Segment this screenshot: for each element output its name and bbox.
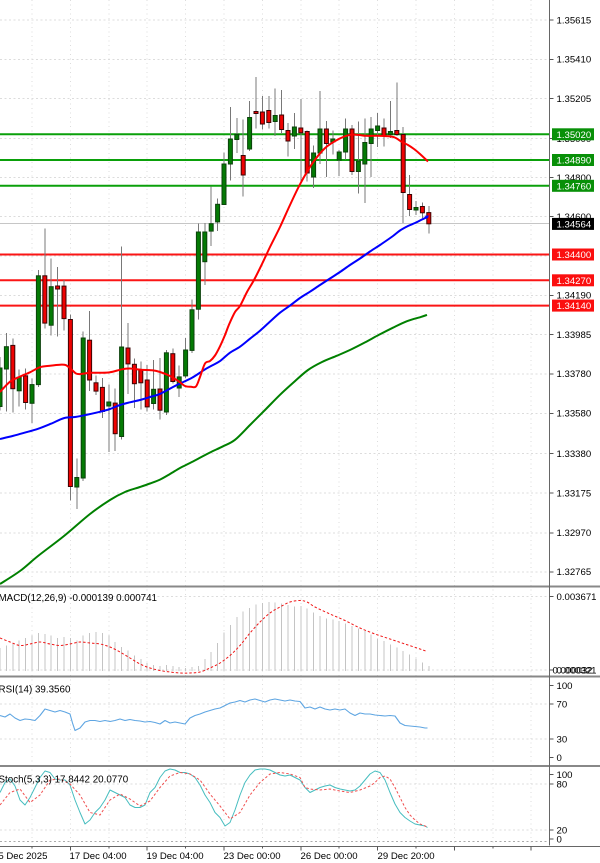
svg-text:1.35020: 1.35020 xyxy=(557,130,592,141)
svg-text:1.33380: 1.33380 xyxy=(557,449,592,460)
svg-text:30: 30 xyxy=(557,734,568,745)
svg-text:1.34800: 1.34800 xyxy=(557,173,592,184)
svg-text:23 Dec 00:00: 23 Dec 00:00 xyxy=(224,851,281,862)
svg-text:1.32970: 1.32970 xyxy=(557,528,592,539)
svg-text:80: 80 xyxy=(557,780,568,791)
svg-text:100: 100 xyxy=(557,681,573,692)
svg-text:19 Dec 04:00: 19 Dec 04:00 xyxy=(147,851,204,862)
svg-text:Stoch(5,3,3) 17.8442 20.0770: Stoch(5,3,3) 17.8442 20.0770 xyxy=(0,775,129,786)
svg-text:100: 100 xyxy=(557,770,573,781)
svg-text:1.33175: 1.33175 xyxy=(557,488,592,499)
svg-text:1.32765: 1.32765 xyxy=(557,567,592,578)
svg-text:1.35410: 1.35410 xyxy=(557,55,592,66)
svg-text:1.34140: 1.34140 xyxy=(557,301,592,312)
svg-text:0.003671: 0.003671 xyxy=(557,592,597,603)
svg-text:1.34760: 1.34760 xyxy=(557,181,592,192)
svg-text:0.000321: 0.000321 xyxy=(557,665,597,676)
svg-text:70: 70 xyxy=(557,699,568,710)
svg-text:1.33780: 1.33780 xyxy=(557,369,592,380)
svg-text:17 Dec 04:00: 17 Dec 04:00 xyxy=(70,851,127,862)
svg-text:1.33580: 1.33580 xyxy=(557,409,592,420)
svg-text:1.34564: 1.34564 xyxy=(557,220,592,231)
svg-text:29 Dec 20:00: 29 Dec 20:00 xyxy=(378,851,435,862)
svg-text:1.34190: 1.34190 xyxy=(557,291,592,302)
svg-text:0: 0 xyxy=(557,835,562,846)
svg-text:1.34270: 1.34270 xyxy=(557,276,592,287)
svg-text:RSI(14) 39.3560: RSI(14) 39.3560 xyxy=(0,685,71,696)
svg-text:MACD(12,26,9) -0.000139 0.0007: MACD(12,26,9) -0.000139 0.000741 xyxy=(0,593,157,604)
svg-text:1.34400: 1.34400 xyxy=(557,250,592,261)
svg-text:1.33985: 1.33985 xyxy=(557,330,592,341)
svg-text:1.35615: 1.35615 xyxy=(557,15,592,26)
svg-text:1.34600: 1.34600 xyxy=(557,212,592,223)
svg-text:0.000032: 0.000032 xyxy=(553,665,593,676)
svg-text:15 Dec 2025: 15 Dec 2025 xyxy=(0,851,47,862)
svg-text:1.34890: 1.34890 xyxy=(557,156,592,167)
svg-text:26 Dec 00:00: 26 Dec 00:00 xyxy=(301,851,358,862)
svg-text:20: 20 xyxy=(557,826,568,837)
svg-text:0: 0 xyxy=(557,753,562,764)
svg-text:1.35205: 1.35205 xyxy=(557,94,592,105)
